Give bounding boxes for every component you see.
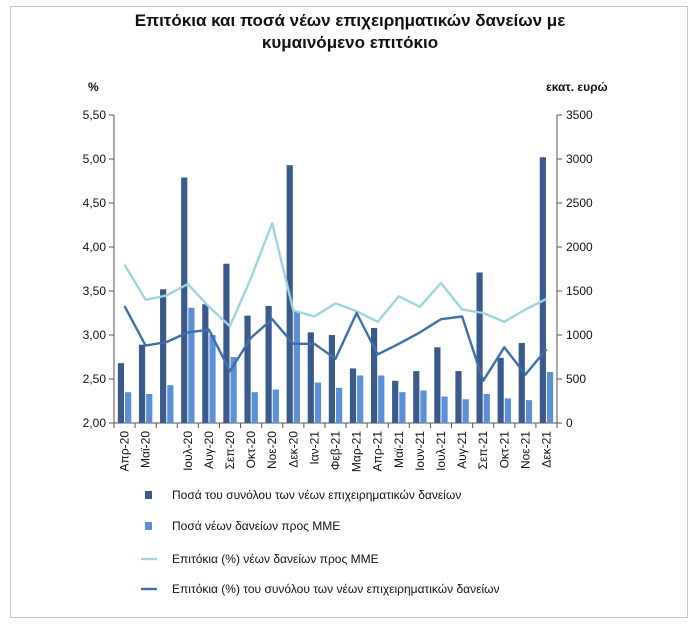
x-tick-label: Δεκ-21 (539, 431, 553, 468)
bar-series-1 (392, 380, 399, 423)
y-left-tick-label: 2,50 (83, 372, 107, 386)
x-tick-label: Νοε-20 (265, 431, 279, 469)
x-tick-label: Μαϊ-20 (139, 431, 153, 468)
y-right-tick-label: 3000 (566, 152, 593, 166)
y-right-tick-label: 1000 (566, 328, 593, 342)
legend-label-4: Επιτόκια (%) του συνόλου των νέων επιχει… (172, 582, 500, 596)
x-tick-label: Μαϊ-21 (392, 431, 406, 468)
legend-swatch-1 (145, 491, 152, 499)
bar-series-2 (336, 387, 343, 423)
bar-series-1 (370, 327, 378, 423)
chart-frame (10, 6, 688, 618)
bar-series-1 (539, 157, 546, 424)
bar-series-2 (188, 307, 195, 423)
bar-series-1 (138, 344, 146, 423)
bar-series-2 (146, 393, 153, 423)
bar-series-2 (272, 389, 279, 423)
bar-series-2 (314, 382, 322, 423)
y-left-tick-label: 4,50 (83, 196, 107, 210)
y-right-tick-label: 2500 (566, 196, 593, 210)
y-axis-left-label: % (88, 80, 99, 94)
x-tick-label: Νοε-21 (518, 431, 532, 469)
bar-series-2 (209, 335, 216, 423)
bar-series-1 (476, 272, 483, 423)
legend-swatch-2 (145, 522, 152, 530)
chart-title: Επιτόκια και ποσά νέων επιχειρηματικών δ… (0, 10, 700, 54)
y-left-tick-label: 2,00 (83, 416, 107, 430)
x-tick-label: Φεβ-21 (329, 431, 343, 470)
x-tick-label: Απρ-21 (371, 431, 385, 472)
bar-series-1 (181, 177, 188, 423)
y-left-tick-label: 3,50 (83, 284, 107, 298)
bar-series-2 (483, 393, 490, 423)
chart-title-line2: κυμαινόμενο επιτόκιο (261, 33, 439, 52)
bar-series-2 (167, 385, 174, 423)
bar-series-1 (497, 357, 504, 423)
y-left-tick-label: 4,00 (83, 240, 107, 254)
bar-series-2 (525, 400, 533, 423)
x-tick-label: Αυγ-21 (455, 431, 469, 469)
bar-series-2 (125, 392, 132, 423)
x-tick-label: Ιαν-21 (307, 431, 321, 465)
bar-series-2 (504, 398, 511, 423)
bar-series-1 (160, 289, 167, 423)
x-tick-label: Οκτ-21 (497, 431, 511, 469)
x-tick-label: Σεπ-21 (476, 431, 490, 470)
bar-series-1 (202, 304, 209, 423)
y-axis-right-label: εκατ. ευρώ (546, 80, 608, 94)
chart-title-line1: Επιτόκια και ποσά νέων επιχειρηματικών δ… (134, 11, 566, 30)
bar-series-1 (518, 342, 525, 423)
bar-series-1 (244, 315, 251, 423)
bar-series-1 (117, 363, 125, 423)
x-tick-label: Μαρ-21 (350, 431, 364, 472)
x-tick-label: Ιουν-21 (413, 431, 427, 471)
legend-label-1: Ποσά του συνόλου των νέων επιχειρηματικώ… (172, 488, 461, 502)
bar-series-2 (230, 357, 237, 423)
legend-label-2: Ποσά νέων δανείων προς ΜΜΕ (172, 519, 340, 533)
x-tick-label: Απρ-20 (118, 431, 132, 472)
bar-series-1 (413, 371, 420, 423)
legend-label-3: Επιτόκια (%) νέων δανείων προς ΜΜΕ (172, 552, 379, 566)
x-tick-label: Ιουλ-21 (434, 431, 448, 471)
line-series-1 (123, 221, 548, 328)
bar-series-1 (265, 305, 272, 423)
x-tick-label: Αυγ-20 (202, 431, 216, 469)
y-left-tick-label: 5,50 (83, 108, 107, 122)
y-left-tick-label: 3,00 (83, 328, 107, 342)
x-tick-label: Σεπ-20 (223, 431, 237, 470)
line-series-2 (123, 305, 548, 382)
bar-series-1 (434, 347, 441, 423)
bar-series-2 (357, 375, 364, 423)
x-tick-label: Οκτ-20 (244, 431, 258, 469)
bar-series-1 (328, 335, 335, 423)
x-tick-label: Δεκ-20 (286, 431, 300, 468)
y-right-tick-label: 0 (566, 416, 573, 430)
bar-series-2 (378, 375, 385, 423)
bar-series-2 (546, 371, 554, 423)
bar-series-2 (293, 311, 301, 423)
bar-series-1 (307, 332, 314, 423)
bar-series-2 (462, 399, 469, 423)
x-tick-label: Ιουλ-20 (181, 431, 195, 471)
y-right-tick-label: 2000 (566, 240, 593, 254)
y-left-tick-label: 5,00 (83, 152, 107, 166)
bar-series-2 (399, 392, 406, 423)
bar-series-2 (251, 392, 258, 423)
bar-series-2 (441, 396, 448, 423)
y-right-tick-label: 500 (566, 372, 586, 386)
bar-series-2 (420, 390, 427, 423)
bar-series-1 (349, 368, 357, 423)
y-right-tick-label: 1500 (566, 284, 593, 298)
bar-series-1 (455, 371, 462, 423)
bar-series-1 (223, 263, 230, 423)
y-right-tick-label: 3500 (566, 108, 593, 122)
